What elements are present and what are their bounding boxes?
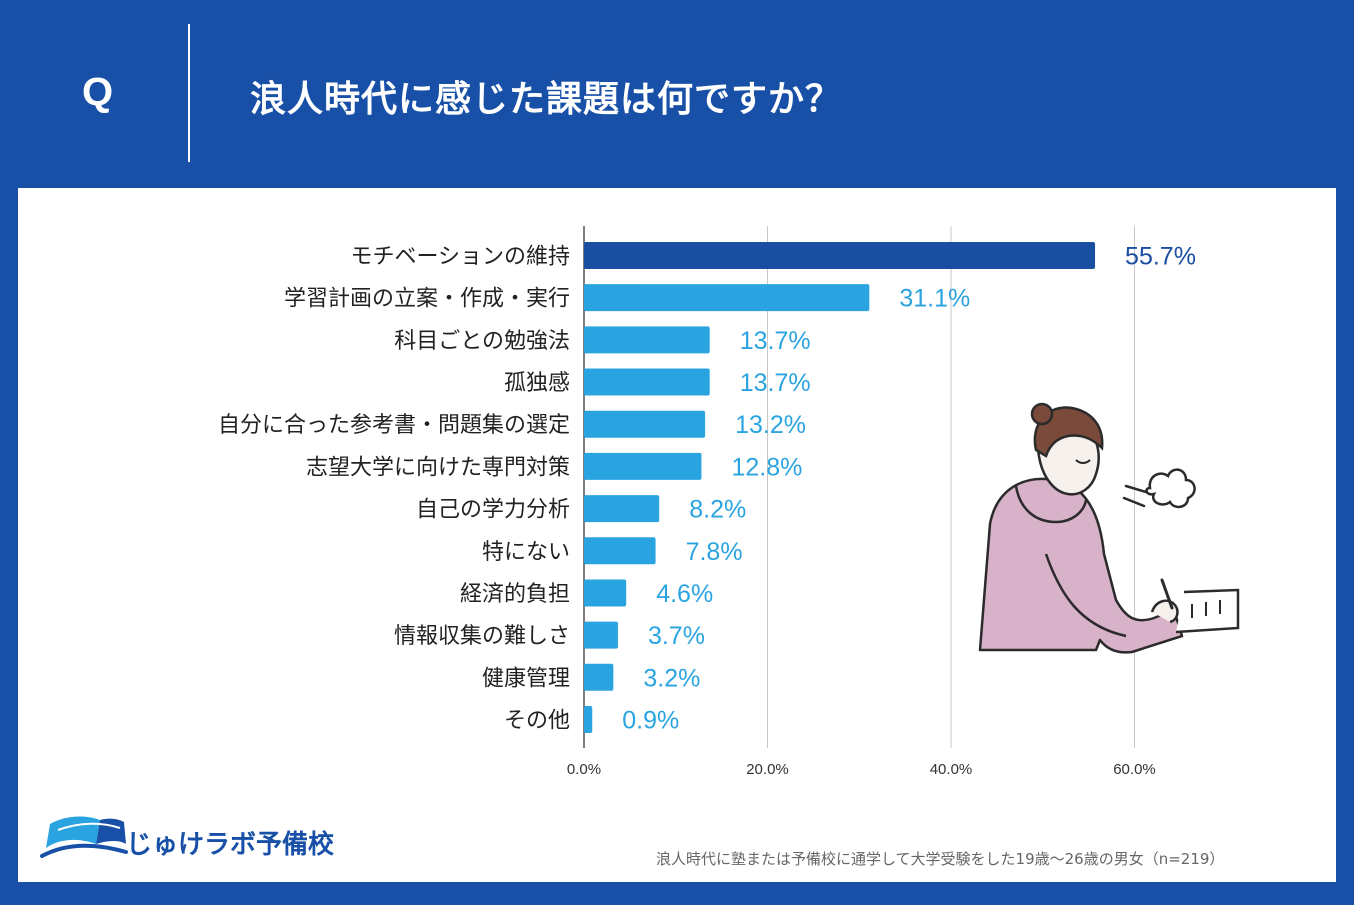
bar xyxy=(584,410,706,438)
data-label: 12.8% xyxy=(731,453,802,481)
category-label: 健康管理 xyxy=(482,666,570,691)
bar xyxy=(584,705,593,733)
bar xyxy=(584,284,870,312)
x-tick-label: 60.0% xyxy=(1113,761,1156,778)
bar xyxy=(584,579,627,607)
bar xyxy=(584,326,710,354)
bar xyxy=(584,242,1096,269)
category-label: その他 xyxy=(504,708,570,733)
data-label: 7.8% xyxy=(686,538,743,566)
data-label: 3.2% xyxy=(643,664,700,692)
category-label: 孤独感 xyxy=(504,371,570,396)
category-label: 学習計画の立案・作成・実行 xyxy=(284,287,570,312)
data-label: 55.7% xyxy=(1125,243,1196,271)
data-label: 0.9% xyxy=(622,706,679,734)
category-label: 志望大学に向けた専門対策 xyxy=(306,455,570,480)
x-tick-labels: 0.0% 20.0% 40.0% 60.0% xyxy=(567,761,1156,778)
data-label: 4.6% xyxy=(656,580,713,608)
data-label: 13.2% xyxy=(735,411,806,439)
value-labels: 55.7% 31.1% 13.7% 13.7% 13.2% 12.8% 8.2% 7.8% 4.… xyxy=(622,243,1196,735)
category-label: 情報収集の難しさ xyxy=(394,624,570,649)
category-label: モチベーションの維持 xyxy=(350,245,570,270)
category-label: 経済的負担 xyxy=(460,582,570,607)
bar xyxy=(584,621,618,649)
book-logo-icon xyxy=(40,816,128,858)
bar-chart: モチベーションの維持学習計画の立案・作成・実行科目ごとの勉強法孤独感自分に合った… xyxy=(218,226,1240,778)
chart-panel: モチベーションの維持学習計画の立案・作成・実行科目ごとの勉強法孤独感自分に合った… xyxy=(18,188,1336,882)
x-tick-label: 0.0% xyxy=(567,761,601,778)
bar xyxy=(584,452,702,480)
header-divider xyxy=(188,24,190,162)
question-marker: Q xyxy=(82,70,114,114)
category-label: 自己の学力分析 xyxy=(416,498,570,523)
category-label: 科目ごとの勉強法 xyxy=(394,329,570,354)
category-labels: モチベーションの維持学習計画の立案・作成・実行科目ごとの勉強法孤独感自分に合った… xyxy=(218,245,570,734)
data-label: 13.7% xyxy=(740,327,811,355)
bar xyxy=(584,368,710,396)
data-label: 3.7% xyxy=(648,622,705,650)
data-label: 31.1% xyxy=(899,285,970,313)
survey-footnote: 浪人時代に塾または予備校に通学して大学受験をした19歳〜26歳の男女（n=219… xyxy=(656,850,1225,868)
student-studying-sigh-illustration xyxy=(978,402,1240,654)
logo-text: じゅけラボ予備校 xyxy=(126,830,335,860)
bar xyxy=(584,663,614,691)
bar xyxy=(584,495,660,523)
x-tick-label: 20.0% xyxy=(746,761,789,778)
category-label: 特にない xyxy=(482,540,570,565)
x-tick-label: 40.0% xyxy=(930,761,973,778)
category-label: 自分に合った参考書・問題集の選定 xyxy=(218,413,570,438)
grid-lines xyxy=(583,226,1135,748)
data-label: 13.7% xyxy=(740,369,811,397)
data-label: 8.2% xyxy=(689,496,746,524)
bars xyxy=(584,242,1096,733)
bar xyxy=(584,537,656,565)
page-title: 浪人時代に感じた課題は何ですか？ xyxy=(250,79,843,120)
